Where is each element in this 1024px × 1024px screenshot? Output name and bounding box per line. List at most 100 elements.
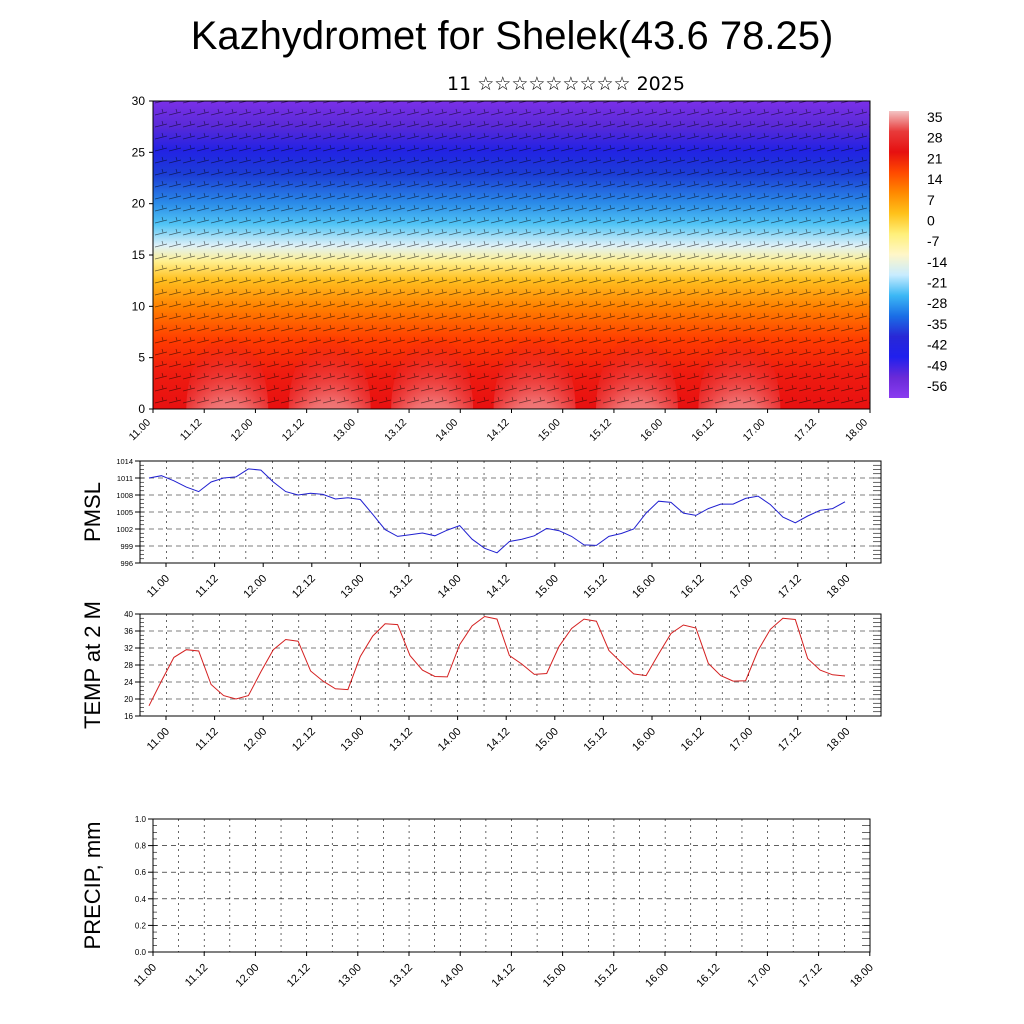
x-tick-label: 16.12 bbox=[694, 962, 722, 990]
x-tick-label: 13.00 bbox=[331, 417, 358, 444]
x-tick-label: 15.12 bbox=[587, 417, 614, 444]
y-tick-label: 40 bbox=[124, 610, 133, 619]
y-tick-label: 1014 bbox=[116, 457, 133, 466]
y-tick-label: 10 bbox=[132, 299, 146, 313]
x-tick-label: 16.00 bbox=[630, 573, 658, 601]
temp-panel: 16 20 24 28 32 36 40 11.00 11.12 12.00 12.12 13.00 1… bbox=[80, 601, 882, 754]
x-tick-label: 14.00 bbox=[436, 573, 464, 601]
x-tick-label: 14.12 bbox=[485, 417, 512, 444]
x-tick-label: 16.00 bbox=[643, 962, 671, 990]
wind-barbs bbox=[153, 101, 870, 409]
y-tick-label: 0 bbox=[138, 402, 145, 416]
y-tick-label: 30 bbox=[132, 94, 146, 108]
x-tick-label: 11.12 bbox=[193, 573, 220, 600]
y-axis-title: PMSL bbox=[80, 482, 105, 542]
y-tick-label: 32 bbox=[124, 644, 133, 653]
x-tick-label: 17.00 bbox=[746, 962, 774, 990]
x-tick-label: 12.12 bbox=[280, 417, 307, 444]
x-tick-label: 12.12 bbox=[290, 726, 318, 754]
x-tick-label: 17.12 bbox=[792, 417, 819, 444]
y-tick-label: 20 bbox=[132, 197, 146, 211]
y-tick-label: 996 bbox=[120, 559, 133, 568]
colorbar-label: 0 bbox=[927, 212, 935, 228]
x-tick-label: 15.00 bbox=[533, 726, 561, 754]
y-tick-label: 1011 bbox=[117, 474, 133, 483]
colorbar-label: -14 bbox=[927, 254, 947, 270]
y-axis-title: TEMP at 2 M bbox=[80, 601, 105, 729]
x-tick-label: 13.12 bbox=[387, 962, 415, 990]
x-tick-label: 16.12 bbox=[679, 726, 707, 754]
x-tick-label: 11.00 bbox=[145, 726, 172, 753]
colorbar-label: -56 bbox=[927, 378, 947, 394]
x-tick-label: 11.00 bbox=[145, 573, 172, 600]
colorbar-label: -21 bbox=[927, 275, 947, 291]
x-tick-label: 17.00 bbox=[741, 417, 768, 444]
colorbar-label: -42 bbox=[927, 337, 947, 353]
x-tick-label: 17.12 bbox=[797, 962, 825, 990]
colorbar-strip bbox=[889, 111, 909, 398]
colorbar-label: 7 bbox=[927, 192, 935, 208]
y-tick-label: 24 bbox=[124, 678, 133, 687]
colorbar-label: 14 bbox=[927, 171, 943, 187]
x-tick-label: 11.12 bbox=[178, 417, 205, 444]
y-tick-label: 36 bbox=[124, 627, 133, 636]
y-tick-label: 5 bbox=[138, 351, 145, 365]
y-tick-label: 0.4 bbox=[135, 895, 147, 904]
y-tick-label: 0.6 bbox=[135, 868, 147, 877]
y-tick-label: 1008 bbox=[116, 491, 133, 500]
y-tick-label: 1005 bbox=[116, 508, 133, 517]
colorbar-label: 35 bbox=[927, 109, 943, 125]
y-axis-title: PRECIP, mm bbox=[80, 822, 105, 950]
x-tick-label: 12.00 bbox=[241, 726, 269, 754]
y-tick-label: 999 bbox=[120, 542, 133, 551]
y-tick-label: 1.0 bbox=[135, 815, 147, 824]
x-tick-label: 18.00 bbox=[825, 726, 853, 754]
x-tick-label: 12.12 bbox=[290, 573, 318, 601]
x-tick-label: 14.12 bbox=[484, 573, 512, 601]
x-tick-label: 15.00 bbox=[541, 962, 569, 990]
x-tick-label: 17.12 bbox=[776, 726, 804, 754]
x-tick-label: 13.12 bbox=[387, 726, 415, 754]
x-tick-label: 15.12 bbox=[582, 573, 610, 601]
x-tick-label: 13.00 bbox=[339, 573, 367, 601]
y-tick-label: 28 bbox=[124, 661, 133, 670]
x-tick-label: 12.00 bbox=[241, 573, 269, 601]
x-tick-label: 14.00 bbox=[433, 417, 460, 444]
x-tick-label: 12.12 bbox=[285, 962, 313, 990]
y-tick-label: 0.8 bbox=[135, 842, 147, 851]
x-tick-label: 17.00 bbox=[727, 726, 755, 754]
x-tick-label: 17.00 bbox=[727, 573, 755, 601]
x-tick-label: 11.00 bbox=[132, 962, 159, 989]
x-tick-label: 17.12 bbox=[776, 573, 804, 601]
x-tick-label: 12.00 bbox=[234, 962, 262, 990]
x-tick-label: 16.00 bbox=[638, 417, 665, 444]
cross-section-panel: 0 5 10 15 20 25 30 11.00 11.12 12.00 12.12 13.00 13.… bbox=[127, 94, 871, 444]
x-tick-label: 11.12 bbox=[193, 726, 220, 753]
chart-subtitle: 11 ☆☆☆☆☆☆☆☆☆ 2025 bbox=[447, 73, 685, 95]
y-tick-label: 0.2 bbox=[135, 921, 147, 930]
y-tick-label: 15 bbox=[132, 248, 146, 262]
y-tick-label: 0.0 bbox=[135, 948, 147, 957]
x-tick-label: 13.00 bbox=[339, 726, 367, 754]
x-tick-label: 14.00 bbox=[438, 962, 466, 990]
x-tick-label: 18.00 bbox=[825, 573, 853, 601]
chart-title: Kazhydromet for Shelek(43.6 78.25) bbox=[190, 14, 834, 58]
colorbar-label: -35 bbox=[927, 316, 947, 332]
x-tick-label: 11.00 bbox=[127, 417, 154, 444]
y-tick-label: 25 bbox=[132, 145, 146, 159]
x-tick-label: 13.12 bbox=[387, 573, 415, 601]
y-tick-label: 20 bbox=[124, 695, 133, 704]
x-tick-label: 15.00 bbox=[533, 573, 561, 601]
colorbar-label: -28 bbox=[927, 295, 947, 311]
x-tick-label: 15.00 bbox=[536, 417, 563, 444]
x-tick-label: 14.00 bbox=[436, 726, 464, 754]
x-tick-label: 16.12 bbox=[679, 573, 707, 601]
x-tick-label: 11.12 bbox=[183, 962, 210, 989]
x-tick-label: 12.00 bbox=[228, 417, 255, 444]
x-tick-label: 18.00 bbox=[843, 417, 870, 444]
colorbar-label: -49 bbox=[927, 357, 947, 373]
x-tick-label: 13.00 bbox=[336, 962, 364, 990]
colorbar: 35 28 21 14 7 0 -7 -14 -21 -28 -35 -42 -49 -56 bbox=[889, 109, 947, 398]
x-tick-label: 18.00 bbox=[848, 962, 876, 990]
